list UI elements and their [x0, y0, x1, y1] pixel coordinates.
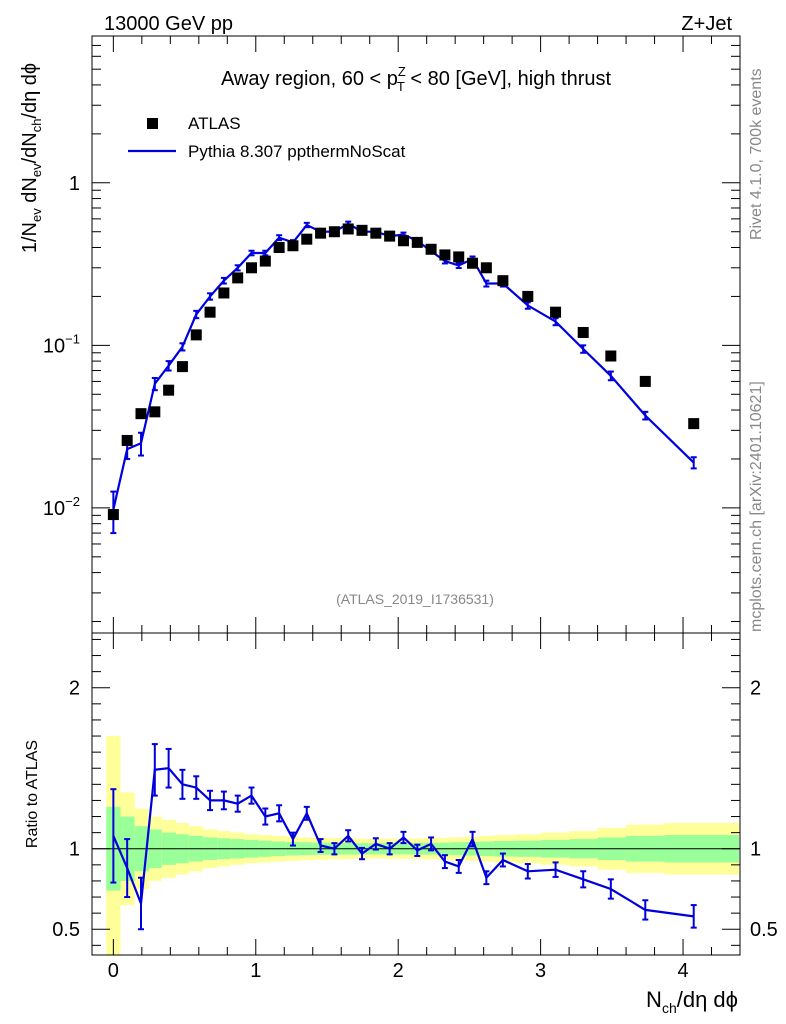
atlas-point: [356, 224, 368, 236]
title-sub: T: [397, 79, 405, 94]
atlas-point: [218, 287, 230, 299]
rivet-label: Rivet 4.1.0, 700k events: [748, 68, 765, 240]
atlas-point: [273, 241, 285, 253]
main-ylabel: 1/Nev dNev/dNch/dη dϕ: [19, 63, 44, 253]
atlas-point: [397, 235, 409, 247]
ratio-ytick-label: 0.5: [52, 919, 80, 941]
atlas-point: [287, 240, 299, 252]
atlas-point: [315, 227, 327, 239]
ratio-bands: [106, 736, 739, 955]
atlas-point: [497, 275, 509, 287]
pythia-line: [112, 222, 695, 510]
ratio-xtick-label: 0: [108, 960, 119, 982]
ratio-ytick-label-right: 0.5: [750, 919, 778, 941]
atlas-point: [190, 329, 202, 341]
main-title: Away region, 60 < pZ T < 80 [GeV], high t…: [221, 64, 612, 94]
energy-label: 13000 GeV pp: [104, 13, 233, 35]
atlas-point: [135, 408, 147, 420]
atlas-point: [259, 255, 271, 267]
legend-atlas-label: ATLAS: [188, 114, 241, 133]
ratio-panel: 0 1 2 3 4 0.5 0.5 1 1 2 2 Ratio to ATLAS Nch/dη dϕ: [24, 632, 778, 1016]
title-sup: Z: [398, 64, 406, 79]
ratio-xtick-label: 1: [250, 960, 261, 982]
atlas-point: [453, 251, 465, 263]
ratio-frame: [91, 632, 741, 956]
atlas-point: [121, 434, 133, 446]
ratio-ylabel: Ratio to ATLAS: [24, 740, 41, 848]
atlas-point: [163, 384, 175, 396]
atlas-point: [605, 350, 617, 362]
atlas-point: [246, 262, 258, 274]
ratio-ytick-label: 2: [69, 678, 80, 700]
atlas-point: [204, 306, 216, 318]
atlas-point: [370, 227, 382, 239]
ratio-xtick-label: 4: [677, 960, 688, 982]
analysis-id: (ATLAS_2019_I1736531): [336, 591, 494, 607]
atlas-point: [480, 262, 492, 274]
atlas-point: [522, 290, 534, 302]
atlas-point: [425, 243, 437, 255]
ratio-marks: [110, 743, 697, 931]
title-pre: Away region, 60 < p: [221, 68, 398, 90]
atlas-point: [384, 230, 396, 242]
main-ticks: 10−2 10−1 1: [43, 35, 741, 633]
main-marks: [107, 220, 700, 535]
atlas-point: [342, 223, 354, 235]
ratio-xtick-label: 3: [535, 960, 546, 982]
legend-atlas-marker: [147, 118, 158, 129]
title-post: < 80 [GeV], high thrust: [405, 68, 612, 90]
main-ytick-label: 1: [69, 173, 80, 195]
atlas-point: [439, 249, 451, 261]
atlas-point: [411, 236, 423, 248]
ratio-ytick-label-right: 2: [750, 678, 761, 700]
atlas-point: [550, 306, 562, 318]
legend-pythia-label: Pythia 8.307 ppthermNoScat: [188, 142, 406, 161]
main-panel: 10−2 10−1 1 Away region, 60 < pZ T < 80 [Ge…: [19, 35, 741, 634]
ratio-ytick-label: 1: [69, 839, 80, 861]
atlas-point: [301, 233, 313, 245]
x-axis-label: Nch/dη dϕ: [646, 987, 738, 1016]
ratio-ytick-label-right: 1: [750, 839, 761, 861]
atlas-point: [232, 272, 244, 284]
atlas-point: [577, 326, 589, 338]
atlas-point: [639, 375, 651, 387]
atlas-point: [176, 361, 188, 373]
main-ytick-label: 10−2: [43, 494, 80, 520]
process-label: Z+Jet: [681, 13, 732, 35]
atlas-point: [328, 226, 340, 238]
mcplots-label: mcplots.cern.ch [arXiv:2401.10621]: [748, 381, 765, 632]
ratio-ticks: 0 1 2 3 4 0.5 0.5 1 1 2 2: [52, 633, 778, 982]
atlas-point: [688, 418, 700, 430]
atlas-point: [107, 509, 119, 521]
main-ytick-label: 10−1: [43, 331, 80, 357]
ratio-xtick-label: 2: [393, 960, 404, 982]
atlas-point: [149, 406, 161, 418]
atlas-point: [467, 257, 479, 269]
